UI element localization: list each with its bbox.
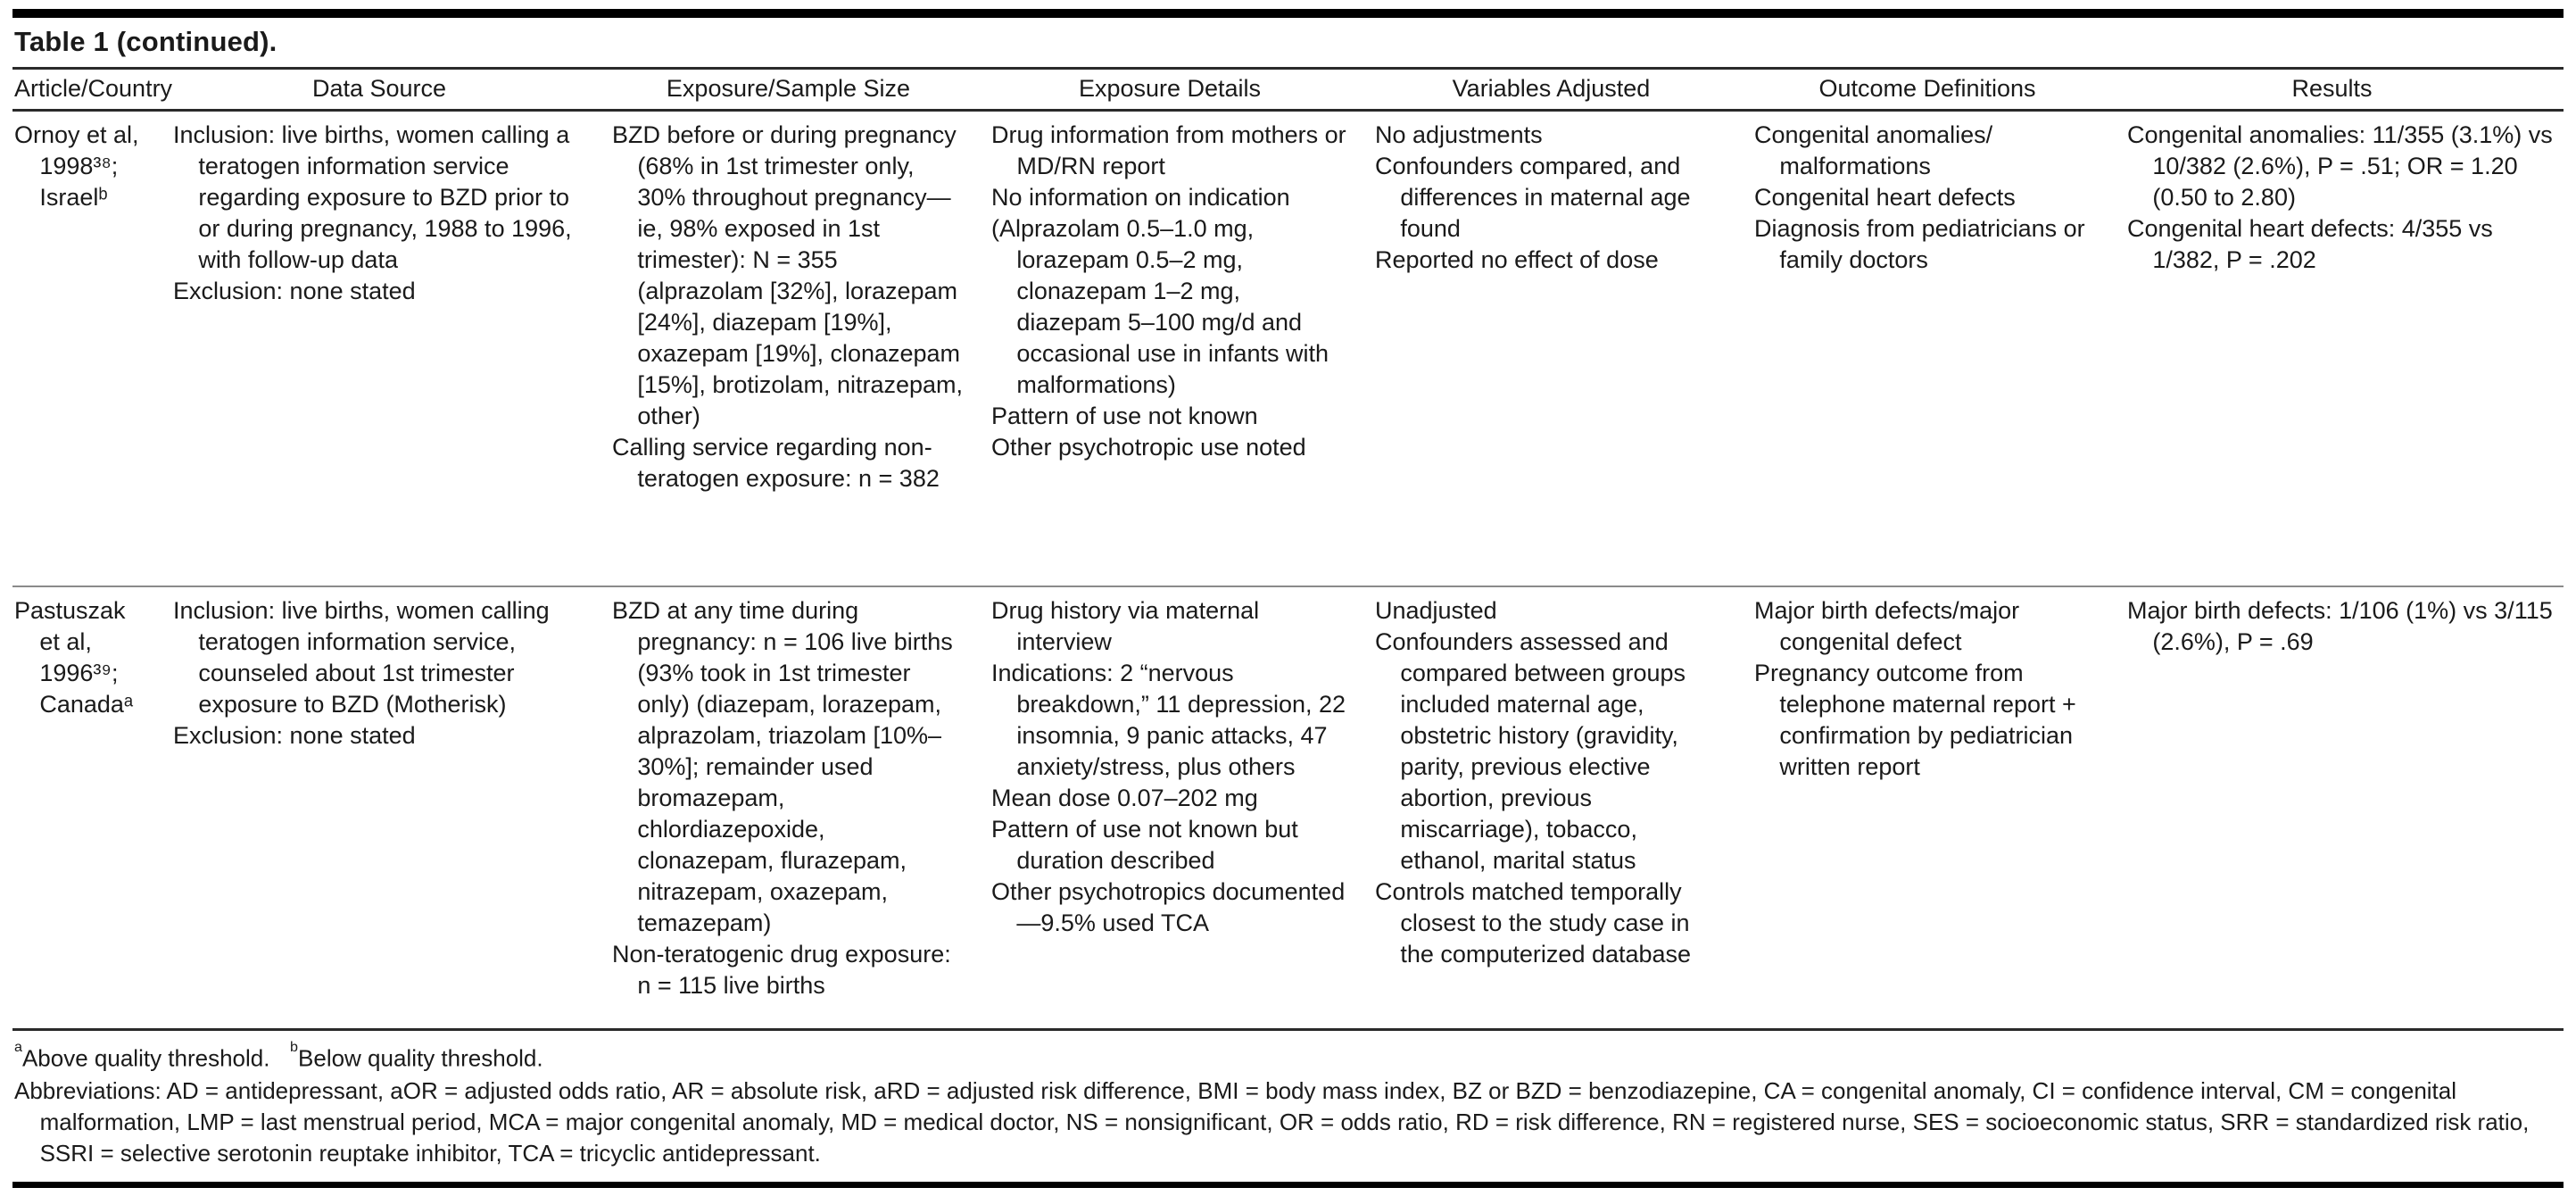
cell-exposure-details: Drug information from mothers or MD/RN r… bbox=[991, 111, 1375, 586]
column-header-outcome-definitions: Outcome Definitions bbox=[1754, 67, 2127, 112]
bottom-rule bbox=[12, 1181, 2564, 1188]
cell-data-source: Inclusion: live births, women calling te… bbox=[173, 585, 612, 1030]
column-header-article-country: Article/Country bbox=[12, 67, 173, 112]
cell-paragraph: Inclusion: live births, women calling te… bbox=[173, 596, 550, 718]
cell-paragraph: Non-teratogenic drug exposure: n = 115 l… bbox=[612, 940, 951, 999]
cell-paragraph: Reported no effect of dose bbox=[1375, 246, 1659, 273]
cell-article-country: Pastuszak et al, 1996³⁹; Canadaᵃ bbox=[12, 585, 173, 1030]
cell-paragraph: BZD before or during pregnancy (68% in 1… bbox=[612, 121, 964, 429]
cell-results: Major birth defects: 1/106 (1%) vs 3/115… bbox=[2127, 585, 2564, 1030]
article-citation: Pastuszak et al, 1996³⁹; Canadaᵃ bbox=[14, 596, 133, 718]
cell-paragraph: Drug information from mothers or MD/RN r… bbox=[991, 121, 1346, 179]
cell-exposure-sample-size: BZD at any time during pregnancy: n = 10… bbox=[612, 585, 991, 1030]
cell-paragraph: No adjustments bbox=[1375, 121, 1543, 148]
cell-paragraph: Pattern of use not known but duration de… bbox=[991, 815, 1298, 874]
table-title: Table 1 (continued). bbox=[14, 26, 277, 57]
cell-paragraph: No information on indication bbox=[991, 184, 1290, 211]
cell-paragraph: (Alprazolam 0.5–1.0 mg, lorazepam 0.5–2 … bbox=[991, 215, 1329, 398]
cell-paragraph: Confounders compared, and differences in… bbox=[1375, 153, 1691, 242]
abbreviations-footnote: Abbreviations: AD = antidepressant, aOR … bbox=[14, 1076, 2530, 1167]
column-header-results: Results bbox=[2127, 67, 2564, 112]
table-header-row: Article/Country Data Source Exposure/Sam… bbox=[12, 67, 2564, 112]
cell-paragraph: Congenital heart defects bbox=[1754, 184, 2016, 211]
table-row-pastuszak: Pastuszak et al, 1996³⁹; Canadaᵃ Inclusi… bbox=[12, 585, 2564, 1030]
cell-exposure-details: Drug history via maternal interview Indi… bbox=[991, 585, 1375, 1030]
cell-paragraph: Congenital anomalies/​malformations bbox=[1754, 121, 1993, 179]
cell-paragraph: Pattern of use not known bbox=[991, 403, 1258, 429]
cell-results: Congenital anomalies: 11/355 (3.1%) vs 1… bbox=[2127, 111, 2564, 586]
cell-paragraph: Confounders assessed and compared betwee… bbox=[1375, 627, 1686, 874]
cell-paragraph: Congenital anomalies: 11/355 (3.1%) vs 1… bbox=[2127, 121, 2553, 211]
top-rule bbox=[12, 9, 2564, 18]
cell-paragraph: Calling service regarding non-teratogen … bbox=[612, 434, 940, 492]
cell-outcome-definitions: Congenital anomalies/​malformations Cong… bbox=[1754, 111, 2127, 586]
cell-paragraph: Indications: 2 “nervous breakdown,” 11 d… bbox=[991, 659, 1346, 780]
table-footnotes: aAbove quality threshold. bBelow quality … bbox=[12, 1031, 2564, 1173]
table-row-ornoy: Ornoy et al, 1998³⁸; Israelᵇ Inclusion: … bbox=[12, 111, 2564, 586]
footnote-text-b: Below quality threshold. bbox=[298, 1044, 543, 1072]
column-header-exposure-details: Exposure Details bbox=[991, 67, 1375, 112]
cell-paragraph: Congenital heart defects: 4/355 vs 1/382… bbox=[2127, 215, 2493, 273]
cell-paragraph: Controls matched temporally closest to t… bbox=[1375, 877, 1692, 968]
cell-paragraph: Unadjusted bbox=[1375, 596, 1497, 624]
cell-variables-adjusted: No adjustments Confounders compared, and… bbox=[1375, 111, 1754, 586]
cell-variables-adjusted: Unadjusted Confounders assessed and comp… bbox=[1375, 585, 1754, 1030]
cell-paragraph: Other psychotropics documented—9.5% used… bbox=[991, 877, 1346, 936]
article-citation: Ornoy et al, 1998³⁸; Israelᵇ bbox=[14, 121, 139, 211]
footnote-text-a: Above quality threshold. bbox=[21, 1044, 270, 1072]
cell-paragraph: Other psychotropic use noted bbox=[991, 434, 1306, 461]
column-header-exposure-sample-size: Exposure/Sample Size bbox=[612, 67, 991, 112]
cell-paragraph: Major birth defects: 1/106 (1%) vs 3/115… bbox=[2127, 596, 2553, 655]
cell-paragraph: Inclusion: live births, women calling a … bbox=[173, 121, 572, 273]
cell-paragraph: BZD at any time during pregnancy: n = 10… bbox=[612, 596, 953, 936]
cell-paragraph: Mean dose 0.07–202 mg bbox=[991, 784, 1258, 811]
footnote-marker-b: b bbox=[290, 1038, 299, 1055]
study-table: Article/Country Data Source Exposure/Sam… bbox=[12, 67, 2564, 1031]
cell-article-country: Ornoy et al, 1998³⁸; Israelᵇ bbox=[12, 111, 173, 586]
cell-paragraph: Major birth defects/major congenital def… bbox=[1754, 596, 2020, 655]
column-header-data-source: Data Source bbox=[173, 67, 612, 112]
cell-paragraph: Drug history via maternal interview bbox=[991, 596, 1260, 655]
cell-paragraph: Exclusion: none stated bbox=[173, 721, 416, 749]
column-header-variables-adjusted: Variables Adjusted bbox=[1375, 67, 1754, 112]
quality-threshold-footnote: aAbove quality threshold. bBelow quality … bbox=[14, 1038, 2562, 1075]
cell-paragraph: Diagnosis from pediatricians or family d… bbox=[1754, 215, 2085, 273]
cell-paragraph: Pregnancy outcome from telephone materna… bbox=[1754, 659, 2076, 780]
cell-data-source: Inclusion: live births, women calling a … bbox=[173, 111, 612, 586]
cell-exposure-sample-size: BZD before or during pregnancy (68% in 1… bbox=[612, 111, 991, 586]
cell-outcome-definitions: Major birth defects/major congenital def… bbox=[1754, 585, 2127, 1030]
footnote-marker-a: a bbox=[14, 1038, 22, 1055]
cell-paragraph: Exclusion: none stated bbox=[173, 278, 416, 304]
